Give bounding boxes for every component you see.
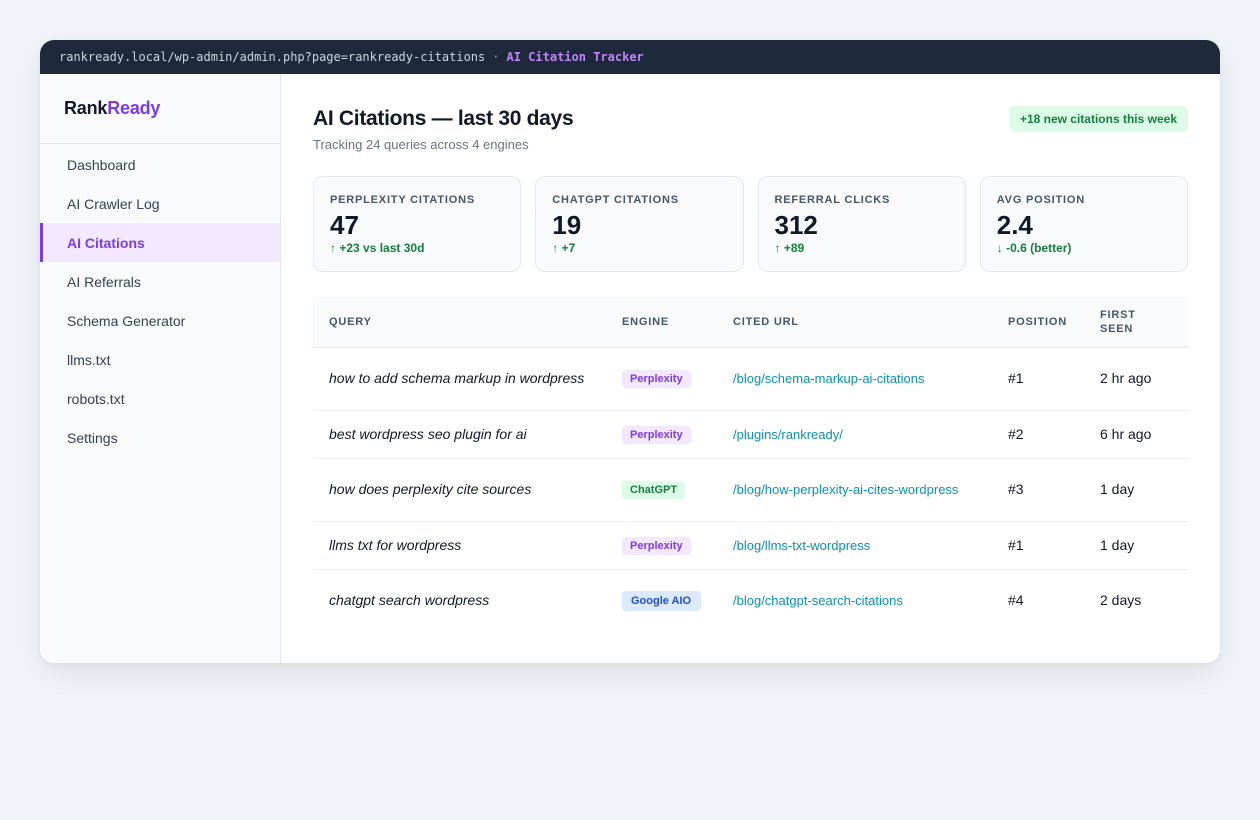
engine-cell: Perplexity: [606, 347, 717, 411]
first-seen-cell: 2 hr ago: [1084, 347, 1188, 411]
query-cell: chatgpt search wordpress: [329, 592, 490, 609]
position-cell: #2: [992, 410, 1084, 459]
address-bar: rankready.local/wp-admin/admin.php?page=…: [40, 40, 1220, 74]
sidebar-item-ai-referrals[interactable]: AI Referrals: [67, 273, 141, 290]
stat-delta: ↓ -0.6 (better): [996, 241, 1072, 255]
stat-label: Referral clicks: [774, 194, 891, 206]
table-row: best wordpress seo plugin for ai Perplex…: [313, 410, 1188, 459]
sidebar-item-schema-generator[interactable]: Schema Generator: [67, 312, 186, 329]
engine-cell: Perplexity: [606, 410, 717, 459]
sidebar-item-llms-txt[interactable]: llms.txt: [67, 351, 111, 368]
stat-value: 312: [774, 210, 818, 240]
sidebar-item-settings[interactable]: Settings: [67, 429, 118, 446]
breadcrumb-separator: ·: [492, 50, 500, 64]
new-citations-badge: +18 new citations this week: [1008, 106, 1188, 132]
sidebar-nav: Dashboard AI Crawler Log AI Citations AI…: [40, 144, 280, 457]
column-header-cited-url[interactable]: Cited URL: [717, 297, 992, 348]
column-header-first-seen[interactable]: First seen: [1084, 297, 1188, 348]
stat-delta: ↑ +89: [774, 241, 805, 255]
column-header-query[interactable]: Query: [313, 297, 606, 348]
engine-cell: Google AIO: [606, 569, 717, 632]
brand-part-rank: Rank: [64, 98, 108, 118]
sidebar-item-dashboard[interactable]: Dashboard: [67, 156, 136, 173]
table-row: how does perplexity cite sources ChatGPT…: [313, 458, 1188, 522]
cited-url-link[interactable]: /blog/how-perplexity-ai-cites-wordpress: [717, 458, 992, 522]
cited-url-link[interactable]: /plugins/rankready/: [717, 410, 992, 459]
engine-badge: Perplexity: [622, 536, 691, 555]
page-subtitle: Tracking 24 queries across 4 engines: [313, 137, 529, 152]
stat-card-avg-position: Avg position 2.4 ↓ -0.6 (better): [979, 176, 1188, 272]
brand-part-ready: Ready: [107, 98, 161, 118]
table-row: chatgpt search wordpress Google AIO /blo…: [313, 569, 1188, 632]
stat-value: 47: [330, 210, 359, 240]
stat-card-referral-clicks: Referral clicks 312 ↑ +89: [757, 176, 966, 272]
query-cell: how to add schema markup in wordpress: [313, 347, 606, 411]
first-seen-cell: 1 day: [1084, 521, 1188, 570]
stat-delta: ↑ +7: [552, 241, 576, 255]
query-cell: best wordpress seo plugin for ai: [313, 410, 606, 459]
engine-badge: ChatGPT: [622, 481, 686, 499]
first-seen-cell: 6 hr ago: [1084, 410, 1188, 459]
citations-table-container: Query Engine Cited URL Position First se…: [313, 297, 1188, 632]
cited-url-link[interactable]: /blog/chatgpt-search-citations: [733, 593, 903, 609]
column-header-engine[interactable]: Engine: [606, 297, 717, 348]
page-title: AI Citations — last 30 days: [313, 107, 574, 130]
engine-badge: Perplexity: [622, 370, 691, 388]
stat-card-perplexity: Perplexity citations 47 ↑ +23 vs last 30…: [313, 176, 522, 272]
stat-value: 2.4: [996, 210, 1033, 240]
sidebar-item-ai-crawler-log[interactable]: AI Crawler Log: [67, 195, 160, 212]
engine-badge: Perplexity: [622, 425, 691, 444]
brand-logo[interactable]: Rank Ready: [40, 74, 280, 144]
table-header-row: Query Engine Cited URL Position First se…: [313, 297, 1188, 348]
main-content: AI Citations — last 30 days Tracking 24 …: [281, 74, 1220, 663]
app-window: rankready.local/wp-admin/admin.php?page=…: [40, 40, 1220, 663]
cited-url-link[interactable]: /blog/llms-txt-wordpress: [717, 521, 992, 570]
stats-row: Perplexity citations 47 ↑ +23 vs last 30…: [313, 176, 1188, 272]
stat-label: Avg position: [996, 194, 1085, 206]
citations-table: Query Engine Cited URL Position First se…: [313, 297, 1188, 632]
stat-value: 19: [552, 210, 582, 240]
stat-delta: ↑ +23 vs last 30d: [330, 241, 425, 255]
cited-url-link[interactable]: /blog/schema-markup-ai-citations: [717, 347, 992, 411]
stat-card-chatgpt: ChatGPT citations 19 ↑ +7: [535, 176, 744, 272]
sidebar-item-robots-txt[interactable]: robots.txt: [67, 390, 125, 407]
position-cell: #4: [1008, 592, 1024, 609]
page-breadcrumb: AI Citation Tracker: [506, 50, 644, 64]
first-seen-cell: 1 day: [1084, 458, 1188, 522]
engine-cell: Perplexity: [606, 521, 717, 570]
stat-label: Perplexity citations: [330, 194, 475, 206]
engine-badge: Google AIO: [622, 590, 701, 611]
sidebar: Rank Ready Dashboard AI Crawler Log AI Ci…: [40, 74, 281, 663]
sidebar-item-ai-citations[interactable]: AI Citations: [40, 223, 280, 262]
position-cell: #3: [992, 458, 1084, 522]
column-header-position[interactable]: Position: [992, 297, 1084, 348]
query-cell: how does perplexity cite sources: [313, 458, 606, 522]
stat-label: ChatGPT citations: [552, 194, 679, 206]
position-cell: #1: [992, 521, 1084, 570]
table-row: how to add schema markup in wordpress Pe…: [313, 347, 1188, 411]
query-cell: llms txt for wordpress: [313, 521, 606, 570]
url-text[interactable]: rankready.local/wp-admin/admin.php?page=…: [59, 50, 486, 64]
first-seen-cell: 2 days: [1100, 592, 1142, 609]
position-cell: #1: [992, 347, 1084, 411]
table-row: llms txt for wordpress Perplexity /blog/…: [313, 521, 1188, 570]
engine-cell: ChatGPT: [606, 458, 717, 522]
